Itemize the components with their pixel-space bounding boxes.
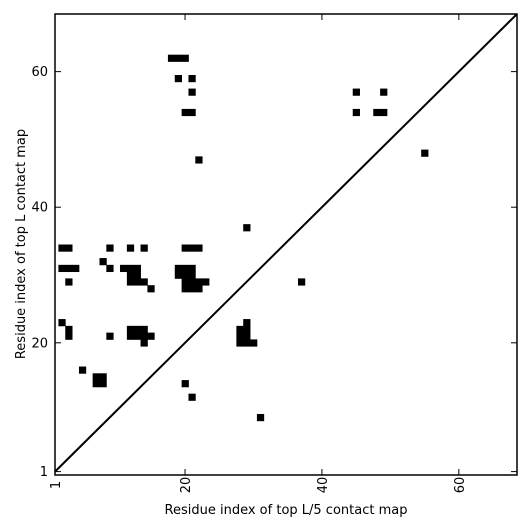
contact-cell: [58, 244, 66, 252]
contact-cell: [243, 332, 251, 340]
contact-cell: [92, 380, 100, 388]
x-tick-label: 20: [179, 477, 194, 494]
contact-cell: [352, 108, 360, 117]
contact-cell: [140, 339, 148, 347]
contact-cell: [99, 258, 107, 266]
contact-cell: [181, 271, 189, 279]
contact-cell: [188, 244, 196, 252]
contact-cell: [243, 224, 251, 232]
contact-cell: [181, 285, 189, 293]
y-tick-label: 20: [31, 336, 48, 351]
contact-cell: [65, 325, 73, 334]
contact-cell: [126, 244, 135, 252]
contact-cell: [133, 278, 141, 286]
plot-frame: [54, 13, 518, 476]
contact-cell: [181, 264, 189, 273]
contact-cell: [126, 278, 135, 286]
diagonal-line: [54, 13, 518, 473]
contact-cell: [126, 264, 135, 273]
contact-cell: [243, 339, 251, 347]
contact-cell: [78, 366, 87, 374]
contact-cell: [421, 149, 429, 157]
contact-cell: [133, 332, 141, 340]
x-tick-label: 1: [49, 481, 64, 489]
contact-cell: [147, 332, 155, 340]
contact-cell: [297, 278, 306, 286]
contact-cell: [236, 339, 244, 347]
contact-cell: [188, 278, 196, 286]
contact-cell: [58, 264, 66, 273]
contact-cell: [65, 244, 73, 252]
contact-cell: [202, 278, 210, 286]
contact-cell: [126, 332, 135, 340]
contact-cell: [133, 325, 141, 334]
contact-cell: [243, 319, 251, 327]
contact-cell: [147, 285, 155, 293]
contact-cell: [188, 88, 196, 96]
y-tick-label: 40: [31, 201, 48, 216]
y-axis-label: Residue index of top L contact map: [14, 129, 29, 359]
contact-cell: [380, 88, 388, 96]
contact-cell: [236, 325, 244, 334]
contact-cell: [126, 325, 135, 334]
contact-cell: [140, 332, 148, 340]
contact-cell: [188, 75, 196, 83]
contact-cell: [181, 278, 189, 286]
contact-cell: [181, 108, 189, 117]
contact-cell: [243, 325, 251, 334]
contact-cells: [58, 54, 429, 422]
y-tick-label: 60: [31, 65, 48, 80]
contact-cell: [188, 285, 196, 293]
contact-cell: [126, 271, 135, 279]
contact-cell: [250, 339, 258, 347]
contact-cell: [140, 325, 148, 334]
contact-cell: [106, 332, 114, 340]
x-axis-label: Residue index of top L/5 contact map: [165, 503, 408, 518]
contact-cell: [195, 278, 203, 286]
y-tick-label: 1: [40, 465, 48, 480]
contact-cell: [195, 156, 203, 164]
contact-cell: [99, 380, 107, 388]
contact-cell: [174, 75, 183, 83]
x-tick-label: 60: [453, 477, 468, 494]
contact-cell: [352, 88, 360, 96]
contact-cell: [188, 271, 196, 279]
y-axis-ticks: 1 20 40 60: [31, 65, 517, 480]
contact-cell: [167, 54, 176, 62]
contact-cell: [373, 108, 381, 117]
contact-cell: [188, 264, 196, 273]
contact-cell: [181, 380, 189, 388]
contact-cell: [188, 393, 196, 401]
contact-cell: [181, 244, 189, 252]
contact-cell: [65, 332, 73, 340]
contact-cell: [99, 373, 107, 381]
contact-cell: [65, 278, 73, 286]
contact-cell: [256, 413, 265, 422]
contact-cell: [380, 108, 388, 117]
contact-cell: [65, 264, 73, 273]
contact-cell: [92, 373, 100, 381]
contact-cell: [174, 271, 183, 279]
contact-cell: [140, 278, 148, 286]
x-axis-ticks: 1 20 40 60: [49, 14, 468, 493]
x-tick-label: 40: [316, 477, 331, 494]
contact-cell: [195, 285, 203, 293]
contact-cell: [72, 264, 80, 273]
contact-cell: [133, 271, 141, 279]
contact-cell: [106, 264, 114, 273]
contact-cell: [133, 264, 141, 273]
contact-cell: [58, 319, 66, 327]
contact-cell: [140, 244, 148, 252]
contact-cell: [174, 54, 183, 62]
contact-cell: [106, 244, 114, 252]
contact-cell: [236, 332, 244, 340]
contact-cell: [120, 264, 128, 273]
contact-cell: [188, 108, 196, 117]
contact-cell: [174, 264, 183, 273]
contact-cell: [181, 54, 189, 62]
contact-cell: [195, 244, 203, 252]
